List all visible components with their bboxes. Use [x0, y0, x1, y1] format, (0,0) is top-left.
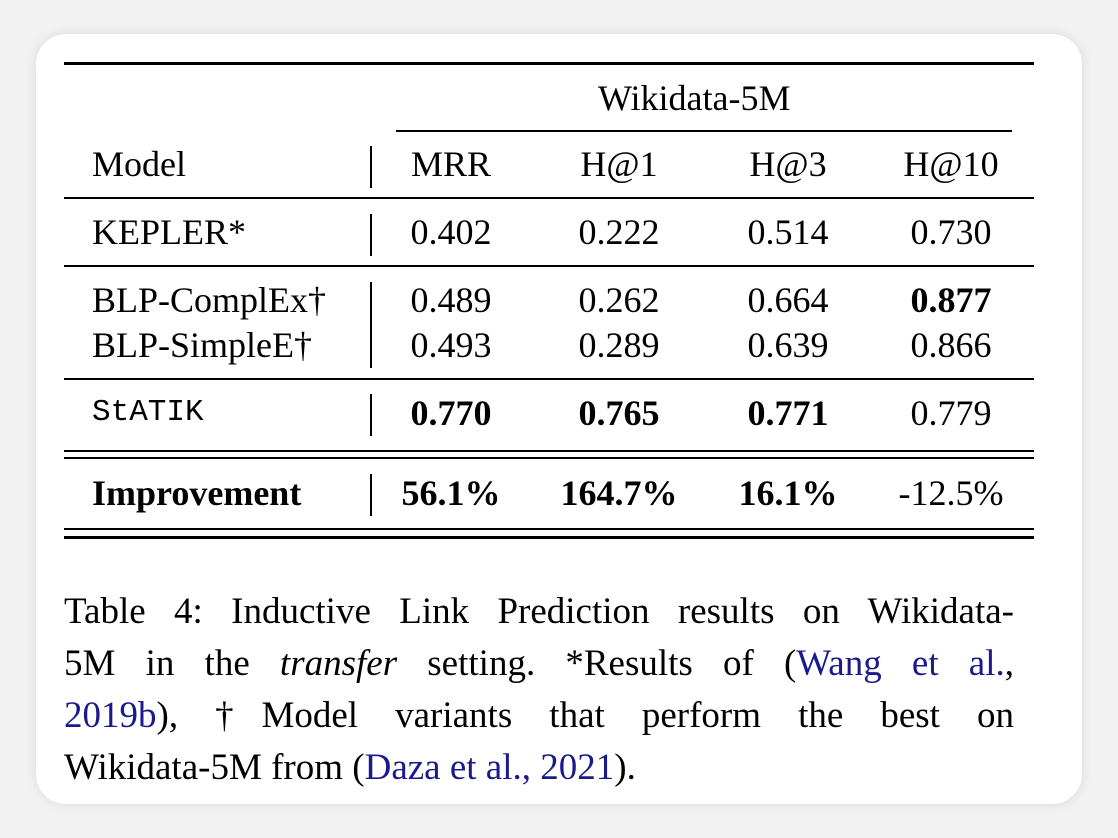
- column-separator: [370, 394, 372, 436]
- bottom-rule-2: [64, 536, 1034, 539]
- column-separator: [370, 474, 372, 516]
- table-cell: 0.664: [747, 280, 829, 320]
- column-header-h1: H@1: [580, 144, 658, 184]
- caption-text: ).: [614, 747, 636, 788]
- caption-emphasis: transfer: [279, 643, 398, 684]
- table-cell: 0.779: [910, 393, 992, 433]
- caption-line: Table 4: Inductive Link Prediction resul…: [64, 586, 1014, 638]
- table-cell: 0.402: [410, 212, 492, 252]
- row-rule-1: [64, 265, 1034, 267]
- table-cell: 0.289: [578, 325, 660, 365]
- column-header-h3: H@3: [749, 144, 827, 184]
- table-cell: 0.866: [910, 325, 992, 365]
- table-cell: 0.489: [410, 280, 492, 320]
- improvement-label: Improvement: [92, 473, 302, 513]
- improvement-cell: 56.1%: [401, 473, 501, 513]
- column-header-h10: H@10: [903, 144, 999, 184]
- table-cell: 0.493: [410, 325, 492, 365]
- row-rule-2: [64, 378, 1034, 380]
- citation-link[interactable]: 2019b: [64, 695, 157, 736]
- caption-line: 5M in the transfer setting. *Results of …: [64, 638, 1014, 690]
- improvement-cell: 16.1%: [738, 473, 838, 513]
- group-header: Wikidata-5M: [598, 78, 791, 118]
- table-cell: 0.514: [747, 212, 829, 252]
- column-header-model: Model: [92, 144, 186, 184]
- double-rule-top: [64, 450, 1034, 452]
- table-cell: 0.222: [578, 212, 660, 252]
- column-separator: [370, 214, 372, 256]
- table-caption: Table 4: Inductive Link Prediction resul…: [64, 586, 1014, 794]
- table-cell: 0.639: [747, 325, 829, 365]
- table-cell: 0.262: [578, 280, 660, 320]
- row-model-name: BLP-ComplEx†: [92, 280, 327, 320]
- citation-link[interactable]: Wang et al.: [796, 643, 1005, 684]
- column-separator: [370, 282, 372, 368]
- table-cell-best: 0.771: [747, 393, 829, 433]
- table-cell: 0.730: [910, 212, 992, 252]
- table-card: [36, 34, 1082, 804]
- caption-line: 2019b), †Model variants that perform the…: [64, 690, 1014, 742]
- group-header-rule: [396, 130, 1012, 132]
- column-separator: [370, 146, 372, 188]
- top-rule: [64, 62, 1034, 65]
- caption-text: ), †Model variants that perform the best…: [156, 695, 1015, 736]
- caption-text: 5M in the: [64, 643, 280, 684]
- caption-text: Table 4: Inductive Link Prediction resul…: [64, 591, 1014, 632]
- table-cell-best: 0.770: [410, 393, 492, 433]
- caption-text: ,: [1004, 643, 1014, 684]
- citation-link[interactable]: Daza et al., 2021: [364, 747, 615, 788]
- table-cell-best: 0.877: [910, 280, 992, 320]
- caption-text: Wikidata-5M from (: [64, 747, 365, 788]
- improvement-cell: 164.7%: [560, 473, 678, 513]
- column-header-mrr: MRR: [410, 144, 492, 184]
- double-rule-bottom: [64, 457, 1034, 459]
- caption-text: setting. *Results of (: [397, 643, 797, 684]
- bottom-rule-1: [64, 528, 1034, 530]
- row-model-name: StATIK: [92, 395, 204, 430]
- table-cell-best: 0.765: [578, 393, 660, 433]
- row-model-name: KEPLER*: [92, 212, 247, 252]
- improvement-cell: -12.5%: [898, 473, 1004, 513]
- caption-line: Wikidata-5M from (Daza et al., 2021).: [64, 742, 1014, 794]
- row-model-name: BLP-SimpleE†: [92, 325, 313, 365]
- header-rule: [64, 197, 1034, 199]
